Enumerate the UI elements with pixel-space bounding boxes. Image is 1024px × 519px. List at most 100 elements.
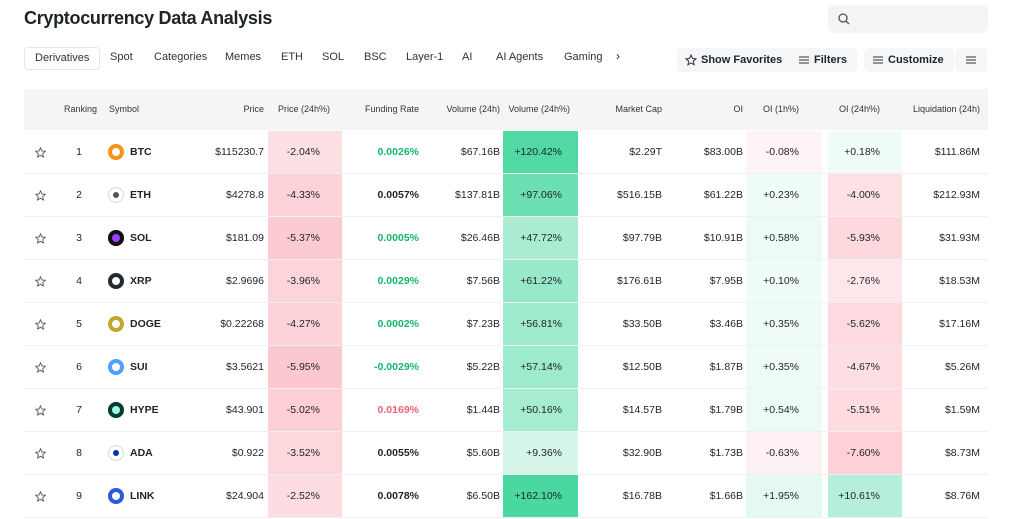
column-header: Price bbox=[243, 104, 264, 114]
favorite-star[interactable] bbox=[35, 276, 46, 287]
heat-cell bbox=[828, 389, 902, 431]
column-header: Ranking bbox=[64, 104, 98, 114]
coin-icon bbox=[108, 445, 124, 461]
table-cell: SUI bbox=[130, 361, 148, 373]
tab-scroll-arrow[interactable]: › bbox=[616, 49, 620, 63]
favorite-star[interactable] bbox=[35, 147, 46, 158]
table-cell: $18.53M bbox=[939, 275, 980, 287]
table-cell: $31.93M bbox=[939, 232, 980, 244]
table-cell: $10.91B bbox=[703, 232, 743, 244]
table-cell: -2.76% bbox=[846, 275, 880, 287]
row-divider bbox=[24, 173, 988, 174]
heat-cell bbox=[503, 131, 578, 173]
button-icon bbox=[685, 54, 697, 66]
settings-button[interactable] bbox=[955, 48, 987, 72]
table-cell: 0.0002% bbox=[377, 318, 419, 330]
favorite-star[interactable] bbox=[35, 448, 46, 459]
table-cell: -5.37% bbox=[286, 232, 320, 244]
table-cell: -3.52% bbox=[286, 447, 320, 459]
table-cell: ADA bbox=[130, 447, 153, 459]
row-divider bbox=[24, 216, 988, 217]
table-cell: $61.22B bbox=[703, 189, 743, 201]
table-cell: +1.95% bbox=[763, 490, 799, 502]
favorite-star[interactable] bbox=[35, 362, 46, 373]
column-header: Funding Rate bbox=[364, 104, 419, 114]
table-cell: -4.33% bbox=[286, 189, 320, 201]
tab[interactable]: BSC bbox=[364, 51, 387, 63]
table-cell: $24.904 bbox=[226, 490, 264, 502]
coin-icon bbox=[108, 144, 124, 160]
heat-cell bbox=[746, 432, 822, 474]
button-label: Customize bbox=[888, 54, 944, 66]
table-cell: $43.901 bbox=[226, 404, 264, 416]
table-cell: $67.16B bbox=[460, 146, 500, 158]
table-cell: $0.22268 bbox=[220, 318, 264, 330]
table-cell: HYPE bbox=[130, 404, 159, 416]
table-cell: 0.0055% bbox=[377, 447, 419, 459]
column-header: Volume (24h) bbox=[446, 104, 500, 114]
search-box[interactable] bbox=[828, 5, 988, 33]
table-cell: -0.0029% bbox=[374, 361, 419, 373]
favorite-star[interactable] bbox=[35, 491, 46, 502]
table-cell: +9.36% bbox=[526, 447, 562, 459]
heat-cell bbox=[828, 260, 902, 302]
table-cell: $5.60B bbox=[466, 447, 500, 459]
toolbar-button[interactable]: Customize bbox=[864, 48, 954, 72]
table-cell: +47.72% bbox=[520, 232, 562, 244]
tab[interactable]: AI bbox=[462, 51, 473, 63]
table-cell: $3.46B bbox=[709, 318, 743, 330]
coin-icon bbox=[108, 316, 124, 332]
table-cell: +61.22% bbox=[520, 275, 562, 287]
column-header: Liquidation (24h) bbox=[912, 104, 980, 114]
heat-cell bbox=[828, 303, 902, 345]
table-cell: $2.9696 bbox=[226, 275, 264, 287]
table-cell: 4 bbox=[76, 275, 82, 287]
favorite-star[interactable] bbox=[35, 233, 46, 244]
tab[interactable]: ETH bbox=[281, 51, 303, 63]
table-cell: 0.0078% bbox=[377, 490, 419, 502]
heat-cell bbox=[503, 475, 578, 517]
tab[interactable]: Spot bbox=[110, 51, 133, 63]
favorite-star[interactable] bbox=[35, 190, 46, 201]
heat-cell bbox=[503, 432, 578, 474]
tab[interactable]: Memes bbox=[225, 51, 262, 63]
heat-cell bbox=[268, 432, 342, 474]
row-divider bbox=[24, 517, 988, 518]
table-cell: +0.58% bbox=[763, 232, 799, 244]
heat-cell bbox=[746, 303, 822, 345]
table-cell: -4.00% bbox=[846, 189, 880, 201]
table-cell: $1.79B bbox=[709, 404, 743, 416]
table-cell: $26.46B bbox=[460, 232, 500, 244]
table-cell: -5.93% bbox=[846, 232, 880, 244]
search-icon bbox=[838, 13, 850, 25]
tab[interactable]: Layer-1 bbox=[406, 51, 444, 63]
table-cell: $6.50B bbox=[466, 490, 500, 502]
heat-cell bbox=[268, 217, 342, 259]
row-divider bbox=[24, 388, 988, 389]
page-title: Cryptocurrency Data Analysis bbox=[24, 8, 273, 28]
table-cell: +0.10% bbox=[763, 275, 799, 287]
column-header: Volume (24h%) bbox=[508, 104, 570, 114]
table-cell: $115230.7 bbox=[215, 146, 264, 158]
heat-cell bbox=[746, 217, 822, 259]
table-cell: $7.95B bbox=[709, 275, 743, 287]
tab[interactable]: Gaming bbox=[564, 51, 603, 63]
table-cell: SOL bbox=[130, 232, 152, 244]
tab[interactable]: Categories bbox=[154, 51, 208, 63]
tab[interactable]: AI Agents bbox=[496, 51, 544, 63]
column-header: OI bbox=[733, 104, 743, 114]
tab[interactable]: SOL bbox=[322, 51, 345, 63]
favorite-star[interactable] bbox=[35, 319, 46, 330]
table-cell: 7 bbox=[76, 404, 82, 416]
tab[interactable]: Derivatives bbox=[24, 47, 101, 70]
toolbar-button[interactable]: Filters bbox=[790, 48, 858, 72]
favorite-star[interactable] bbox=[35, 405, 46, 416]
table-cell: $8.76M bbox=[944, 490, 980, 502]
heat-cell bbox=[828, 131, 902, 173]
table-cell: 6 bbox=[76, 361, 82, 373]
coin-icon bbox=[108, 488, 124, 504]
table-cell: $8.73M bbox=[944, 447, 980, 459]
table-cell: -5.02% bbox=[286, 404, 320, 416]
toolbar-button[interactable]: Show Favorites bbox=[677, 48, 793, 72]
